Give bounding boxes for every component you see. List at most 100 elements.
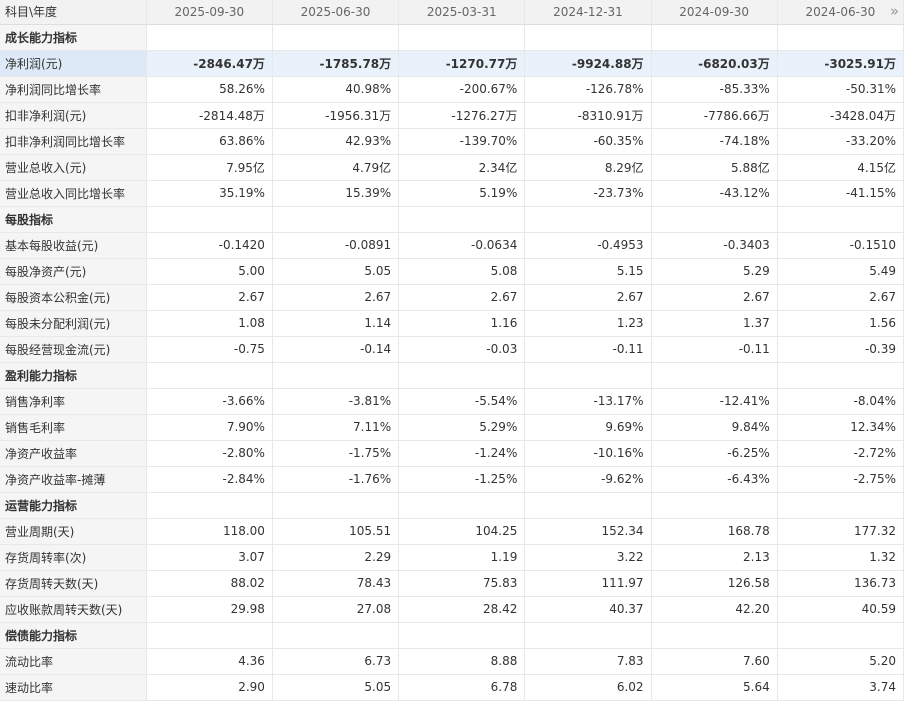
empty-cell — [524, 24, 652, 51]
period-label: 2024-06-30 — [805, 4, 876, 19]
header-period-0[interactable]: 2025-09-30 — [146, 0, 273, 25]
row-label: 存货周转天数(天) — [0, 570, 147, 597]
value-cell: -1.76% — [272, 466, 400, 493]
header-period-4[interactable]: 2024-09-30 — [651, 0, 778, 25]
value-cell: -0.11 — [524, 336, 652, 363]
value-cell: -1276.27万 — [398, 102, 526, 129]
value-cell: -200.67% — [398, 76, 526, 103]
table-row[interactable]: 应收账款周转天数(天) 29.98 27.08 28.42 40.37 42.20 40.5… — [0, 596, 904, 623]
empty-cell — [398, 362, 526, 389]
table-row[interactable]: 销售毛利率 7.90% 7.11% 5.29% 9.69% 9.84% 12.34% — [0, 414, 904, 441]
value-cell: 104.25 — [398, 518, 526, 545]
table-row[interactable]: 每股资本公积金(元) 2.67 2.67 2.67 2.67 2.67 2.67 — [0, 284, 904, 311]
value-cell: -0.0634 — [398, 232, 526, 259]
value-cell: -3.81% — [272, 388, 400, 415]
row-label: 扣非净利润同比增长率 — [0, 128, 147, 155]
value-cell: -0.1420 — [146, 232, 273, 259]
value-cell: -6.25% — [651, 440, 778, 467]
table-row[interactable]: 营业总收入(元) 7.95亿 4.79亿 2.34亿 8.29亿 5.88亿 4.15亿 — [0, 154, 904, 181]
value-cell: 15.39% — [272, 180, 400, 207]
value-cell: -6.43% — [651, 466, 778, 493]
table-row[interactable]: 存货周转率(次) 3.07 2.29 1.19 3.22 2.13 1.32 — [0, 544, 904, 571]
value-cell: 2.29 — [272, 544, 400, 571]
empty-cell — [398, 206, 526, 233]
value-cell: 7.90% — [146, 414, 273, 441]
value-cell: 2.67 — [146, 284, 273, 311]
value-cell: 42.93% — [272, 128, 400, 155]
value-cell: -1.25% — [398, 466, 526, 493]
value-cell: 28.42 — [398, 596, 526, 623]
header-period-3[interactable]: 2024-12-31 — [524, 0, 652, 25]
header-period-5[interactable]: 2024-06-30 » — [777, 0, 904, 25]
table-row[interactable]: 净资产收益率 -2.80% -1.75% -1.24% -10.16% -6.25% -2.… — [0, 440, 904, 467]
table-body: 成长能力指标 净利润(元) -2846.47万 -1785.78万 -1270.77万 -… — [0, 24, 904, 701]
empty-cell — [777, 206, 904, 233]
header-period-2[interactable]: 2025-03-31 — [398, 0, 526, 25]
value-cell: -2814.48万 — [146, 102, 273, 129]
table-row[interactable]: 速动比率 2.90 5.05 6.78 6.02 5.64 3.74 — [0, 674, 904, 701]
table-row[interactable]: 每股经营现金流(元) -0.75 -0.14 -0.03 -0.11 -0.11 -0.39 — [0, 336, 904, 363]
table-row[interactable]: 存货周转天数(天) 88.02 78.43 75.83 111.97 126.58 136.… — [0, 570, 904, 597]
value-cell: 58.26% — [146, 76, 273, 103]
table-row[interactable]: 扣非净利润(元) -2814.48万 -1956.31万 -1276.27万 -8310… — [0, 102, 904, 129]
value-cell: 111.97 — [524, 570, 652, 597]
table-row[interactable]: 净利润(元) -2846.47万 -1785.78万 -1270.77万 -9924.8… — [0, 50, 904, 77]
empty-cell — [272, 492, 400, 519]
value-cell: 5.00 — [146, 258, 273, 285]
value-cell: 78.43 — [272, 570, 400, 597]
value-cell: 5.29% — [398, 414, 526, 441]
value-cell: -10.16% — [524, 440, 652, 467]
value-cell: 40.59 — [777, 596, 904, 623]
table-row[interactable]: 净资产收益率-摊薄 -2.84% -1.76% -1.25% -9.62% -6.43% -… — [0, 466, 904, 493]
empty-cell — [146, 622, 273, 649]
table-row[interactable]: 净利润同比增长率 58.26% 40.98% -200.67% -126.78% -85.… — [0, 76, 904, 103]
row-label: 销售毛利率 — [0, 414, 147, 441]
value-cell: 3.07 — [146, 544, 273, 571]
empty-cell — [272, 24, 400, 51]
value-cell: 4.79亿 — [272, 154, 400, 181]
empty-cell — [146, 24, 273, 51]
section-header-row: 运营能力指标 — [0, 492, 904, 519]
value-cell: 7.83 — [524, 648, 652, 675]
empty-cell — [524, 206, 652, 233]
value-cell: 7.11% — [272, 414, 400, 441]
value-cell: -1956.31万 — [272, 102, 400, 129]
value-cell: -0.11 — [651, 336, 778, 363]
empty-cell — [651, 622, 778, 649]
value-cell: -8310.91万 — [524, 102, 652, 129]
value-cell: 63.86% — [146, 128, 273, 155]
value-cell: -0.0891 — [272, 232, 400, 259]
double-chevron-right-icon[interactable]: » — [889, 2, 899, 20]
value-cell: 3.74 — [777, 674, 904, 701]
row-label: 每股未分配利润(元) — [0, 310, 147, 337]
row-label: 基本每股收益(元) — [0, 232, 147, 259]
value-cell: -60.35% — [524, 128, 652, 155]
value-cell: 1.37 — [651, 310, 778, 337]
row-label: 每股净资产(元) — [0, 258, 147, 285]
empty-cell — [146, 206, 273, 233]
value-cell: 2.13 — [651, 544, 778, 571]
table-row[interactable]: 销售净利率 -3.66% -3.81% -5.54% -13.17% -12.41% -8.… — [0, 388, 904, 415]
section-header-row: 成长能力指标 — [0, 24, 904, 51]
row-label: 净利润同比增长率 — [0, 76, 147, 103]
table-row[interactable]: 营业周期(天) 118.00 105.51 104.25 152.34 168.78 177… — [0, 518, 904, 545]
row-label: 流动比率 — [0, 648, 147, 675]
empty-cell — [651, 206, 778, 233]
header-period-1[interactable]: 2025-06-30 — [272, 0, 400, 25]
value-cell: 2.67 — [651, 284, 778, 311]
table-row[interactable]: 基本每股收益(元) -0.1420 -0.0891 -0.0634 -0.4953 -0.… — [0, 232, 904, 259]
value-cell: 5.29 — [651, 258, 778, 285]
table-row[interactable]: 每股未分配利润(元) 1.08 1.14 1.16 1.23 1.37 1.56 — [0, 310, 904, 337]
value-cell: -33.20% — [777, 128, 904, 155]
value-cell: -2.72% — [777, 440, 904, 467]
value-cell: 5.08 — [398, 258, 526, 285]
table-row[interactable]: 每股净资产(元) 5.00 5.05 5.08 5.15 5.29 5.49 — [0, 258, 904, 285]
table-row[interactable]: 流动比率 4.36 6.73 8.88 7.83 7.60 5.20 — [0, 648, 904, 675]
table-row[interactable]: 扣非净利润同比增长率 63.86% 42.93% -139.70% -60.35% -74… — [0, 128, 904, 155]
empty-cell — [272, 622, 400, 649]
value-cell: -43.12% — [651, 180, 778, 207]
table-row[interactable]: 营业总收入同比增长率 35.19% 15.39% 5.19% -23.73% -43.12… — [0, 180, 904, 207]
value-cell: 2.67 — [272, 284, 400, 311]
value-cell: -0.1510 — [777, 232, 904, 259]
value-cell: 9.84% — [651, 414, 778, 441]
